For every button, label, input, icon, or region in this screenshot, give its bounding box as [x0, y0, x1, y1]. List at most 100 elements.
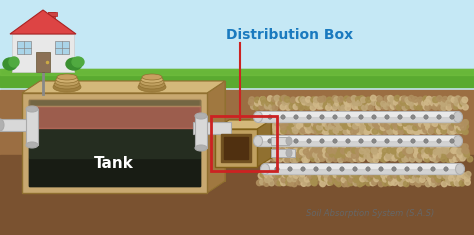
- Circle shape: [414, 129, 419, 135]
- Circle shape: [426, 143, 431, 149]
- Circle shape: [259, 100, 264, 105]
- Circle shape: [454, 120, 459, 125]
- Circle shape: [437, 147, 443, 153]
- Circle shape: [390, 120, 396, 125]
- Circle shape: [380, 103, 386, 109]
- Circle shape: [447, 128, 452, 133]
- Circle shape: [454, 100, 460, 106]
- Circle shape: [457, 176, 463, 181]
- Circle shape: [328, 101, 333, 106]
- Circle shape: [452, 121, 457, 126]
- Circle shape: [433, 157, 439, 162]
- Circle shape: [387, 148, 392, 153]
- Circle shape: [353, 177, 359, 183]
- Circle shape: [263, 128, 269, 134]
- Circle shape: [280, 104, 286, 110]
- Circle shape: [307, 115, 311, 119]
- Circle shape: [292, 125, 298, 130]
- Circle shape: [424, 153, 429, 158]
- Circle shape: [249, 97, 255, 102]
- Circle shape: [419, 148, 424, 153]
- Circle shape: [281, 128, 286, 134]
- Circle shape: [319, 144, 325, 150]
- Circle shape: [360, 120, 365, 125]
- Circle shape: [359, 139, 363, 143]
- Circle shape: [444, 144, 450, 149]
- Circle shape: [410, 177, 415, 183]
- Circle shape: [307, 145, 313, 151]
- Ellipse shape: [195, 145, 207, 151]
- Circle shape: [373, 145, 379, 150]
- Circle shape: [291, 128, 296, 133]
- Circle shape: [437, 139, 441, 143]
- Circle shape: [359, 148, 365, 154]
- Bar: [22, 93, 207, 193]
- Circle shape: [455, 128, 461, 134]
- Circle shape: [304, 157, 310, 163]
- Circle shape: [307, 125, 312, 130]
- Circle shape: [415, 149, 420, 155]
- Circle shape: [329, 128, 335, 134]
- Ellipse shape: [261, 164, 270, 175]
- Circle shape: [391, 124, 396, 129]
- Circle shape: [404, 124, 410, 130]
- Circle shape: [310, 149, 316, 154]
- Circle shape: [356, 97, 361, 102]
- Circle shape: [274, 177, 280, 183]
- Circle shape: [409, 144, 414, 149]
- Circle shape: [267, 128, 273, 134]
- Circle shape: [323, 152, 328, 158]
- Circle shape: [373, 157, 379, 163]
- Bar: [55, 41, 69, 54]
- Circle shape: [437, 128, 442, 134]
- Circle shape: [435, 124, 441, 129]
- Circle shape: [379, 128, 384, 133]
- Circle shape: [373, 148, 378, 154]
- Circle shape: [310, 120, 315, 125]
- Circle shape: [310, 127, 316, 133]
- Circle shape: [406, 99, 412, 105]
- Circle shape: [351, 121, 356, 126]
- Circle shape: [359, 96, 365, 101]
- Circle shape: [372, 115, 376, 119]
- Circle shape: [265, 151, 271, 157]
- Circle shape: [453, 177, 459, 183]
- Circle shape: [279, 176, 285, 182]
- Circle shape: [346, 151, 352, 157]
- Circle shape: [420, 179, 426, 185]
- Circle shape: [360, 124, 365, 129]
- Circle shape: [282, 172, 288, 178]
- Circle shape: [264, 103, 270, 109]
- Circle shape: [383, 104, 389, 110]
- Circle shape: [303, 145, 309, 151]
- Circle shape: [264, 177, 270, 183]
- Bar: [0, 119, 32, 131]
- Circle shape: [371, 145, 376, 150]
- Circle shape: [457, 125, 463, 130]
- Circle shape: [289, 172, 294, 177]
- Circle shape: [463, 120, 468, 125]
- Circle shape: [340, 167, 344, 171]
- Circle shape: [396, 105, 402, 110]
- Circle shape: [360, 128, 365, 134]
- Circle shape: [364, 129, 370, 134]
- Circle shape: [348, 121, 354, 127]
- Circle shape: [410, 104, 416, 110]
- Circle shape: [339, 101, 345, 106]
- Circle shape: [346, 115, 350, 119]
- Circle shape: [273, 124, 278, 129]
- Circle shape: [451, 128, 456, 134]
- Circle shape: [398, 124, 403, 130]
- Circle shape: [407, 121, 412, 126]
- Circle shape: [460, 155, 465, 161]
- Polygon shape: [0, 69, 474, 75]
- Circle shape: [292, 181, 297, 187]
- Circle shape: [449, 125, 455, 130]
- Circle shape: [345, 148, 350, 154]
- Circle shape: [319, 125, 324, 131]
- Circle shape: [271, 100, 276, 106]
- Circle shape: [447, 125, 452, 130]
- Circle shape: [276, 144, 282, 149]
- Circle shape: [367, 153, 373, 158]
- Circle shape: [435, 121, 441, 127]
